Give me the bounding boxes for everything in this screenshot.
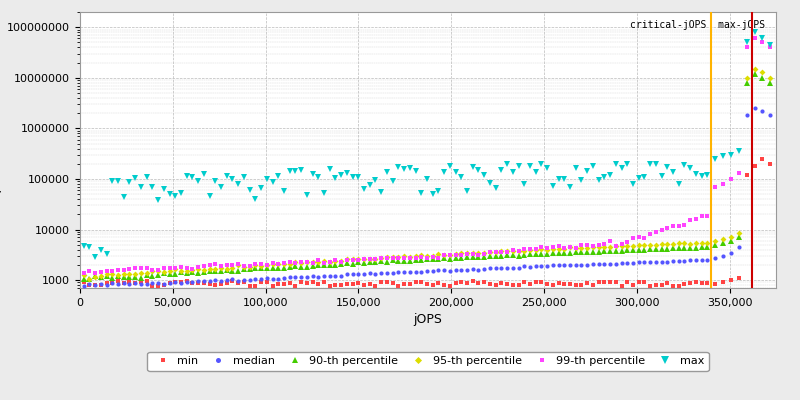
- median: [606, 261, 615, 266]
- Line: 95-th percentile: 95-th percentile: [82, 67, 773, 281]
- min: [159, 282, 169, 287]
- 90-th percentile: [599, 248, 609, 253]
- min: [147, 284, 157, 289]
- 90-th percentile: [314, 263, 323, 268]
- Line: max: max: [80, 29, 774, 260]
- Line: min: min: [82, 157, 772, 288]
- 90-th percentile: [85, 277, 94, 282]
- median: [308, 274, 318, 279]
- Y-axis label: Response time, usec: Response time, usec: [0, 85, 2, 215]
- 99-th percentile: [766, 45, 775, 50]
- max: [314, 175, 323, 180]
- max: [750, 30, 759, 34]
- 95-th percentile: [750, 66, 759, 71]
- 99-th percentile: [308, 260, 318, 265]
- 90-th percentile: [159, 271, 169, 276]
- 90-th percentile: [750, 72, 759, 76]
- min: [222, 280, 231, 285]
- 95-th percentile: [599, 244, 609, 249]
- min: [314, 281, 323, 286]
- median: [542, 263, 552, 268]
- 90-th percentile: [548, 251, 558, 256]
- Line: median: median: [82, 106, 773, 288]
- min: [611, 279, 621, 284]
- min: [79, 279, 89, 284]
- 99-th percentile: [594, 243, 603, 248]
- 90-th percentile: [611, 248, 621, 253]
- 95-th percentile: [611, 244, 621, 249]
- max: [599, 175, 609, 180]
- 95-th percentile: [314, 260, 323, 264]
- 95-th percentile: [159, 270, 169, 274]
- min: [599, 280, 609, 285]
- 95-th percentile: [79, 272, 89, 277]
- max: [766, 42, 775, 47]
- min: [548, 283, 558, 288]
- Text: critical-jOPS  max-jOPS: critical-jOPS max-jOPS: [630, 20, 766, 30]
- 99-th percentile: [750, 36, 759, 41]
- median: [594, 262, 603, 267]
- Line: 99-th percentile: 99-th percentile: [82, 36, 773, 275]
- Legend: min, median, 90-th percentile, 95-th percentile, 99-th percentile, max: min, median, 90-th percentile, 95-th per…: [147, 352, 709, 371]
- X-axis label: jOPS: jOPS: [414, 313, 442, 326]
- min: [766, 161, 775, 166]
- median: [216, 278, 226, 283]
- 95-th percentile: [766, 76, 775, 80]
- max: [90, 254, 100, 259]
- 90-th percentile: [766, 80, 775, 85]
- min: [758, 156, 767, 161]
- 90-th percentile: [222, 268, 231, 273]
- max: [79, 244, 89, 249]
- 95-th percentile: [222, 266, 231, 271]
- max: [159, 186, 169, 191]
- Line: 90-th percentile: 90-th percentile: [81, 71, 774, 282]
- 90-th percentile: [79, 277, 89, 282]
- median: [750, 106, 759, 111]
- 95-th percentile: [548, 247, 558, 252]
- 95-th percentile: [85, 276, 94, 281]
- 99-th percentile: [542, 245, 552, 250]
- 99-th percentile: [154, 268, 163, 273]
- median: [766, 113, 775, 118]
- 99-th percentile: [606, 238, 615, 243]
- median: [154, 280, 163, 285]
- max: [611, 161, 621, 166]
- max: [548, 184, 558, 189]
- max: [222, 174, 231, 178]
- 99-th percentile: [79, 270, 89, 275]
- median: [79, 284, 89, 288]
- 99-th percentile: [216, 264, 226, 268]
